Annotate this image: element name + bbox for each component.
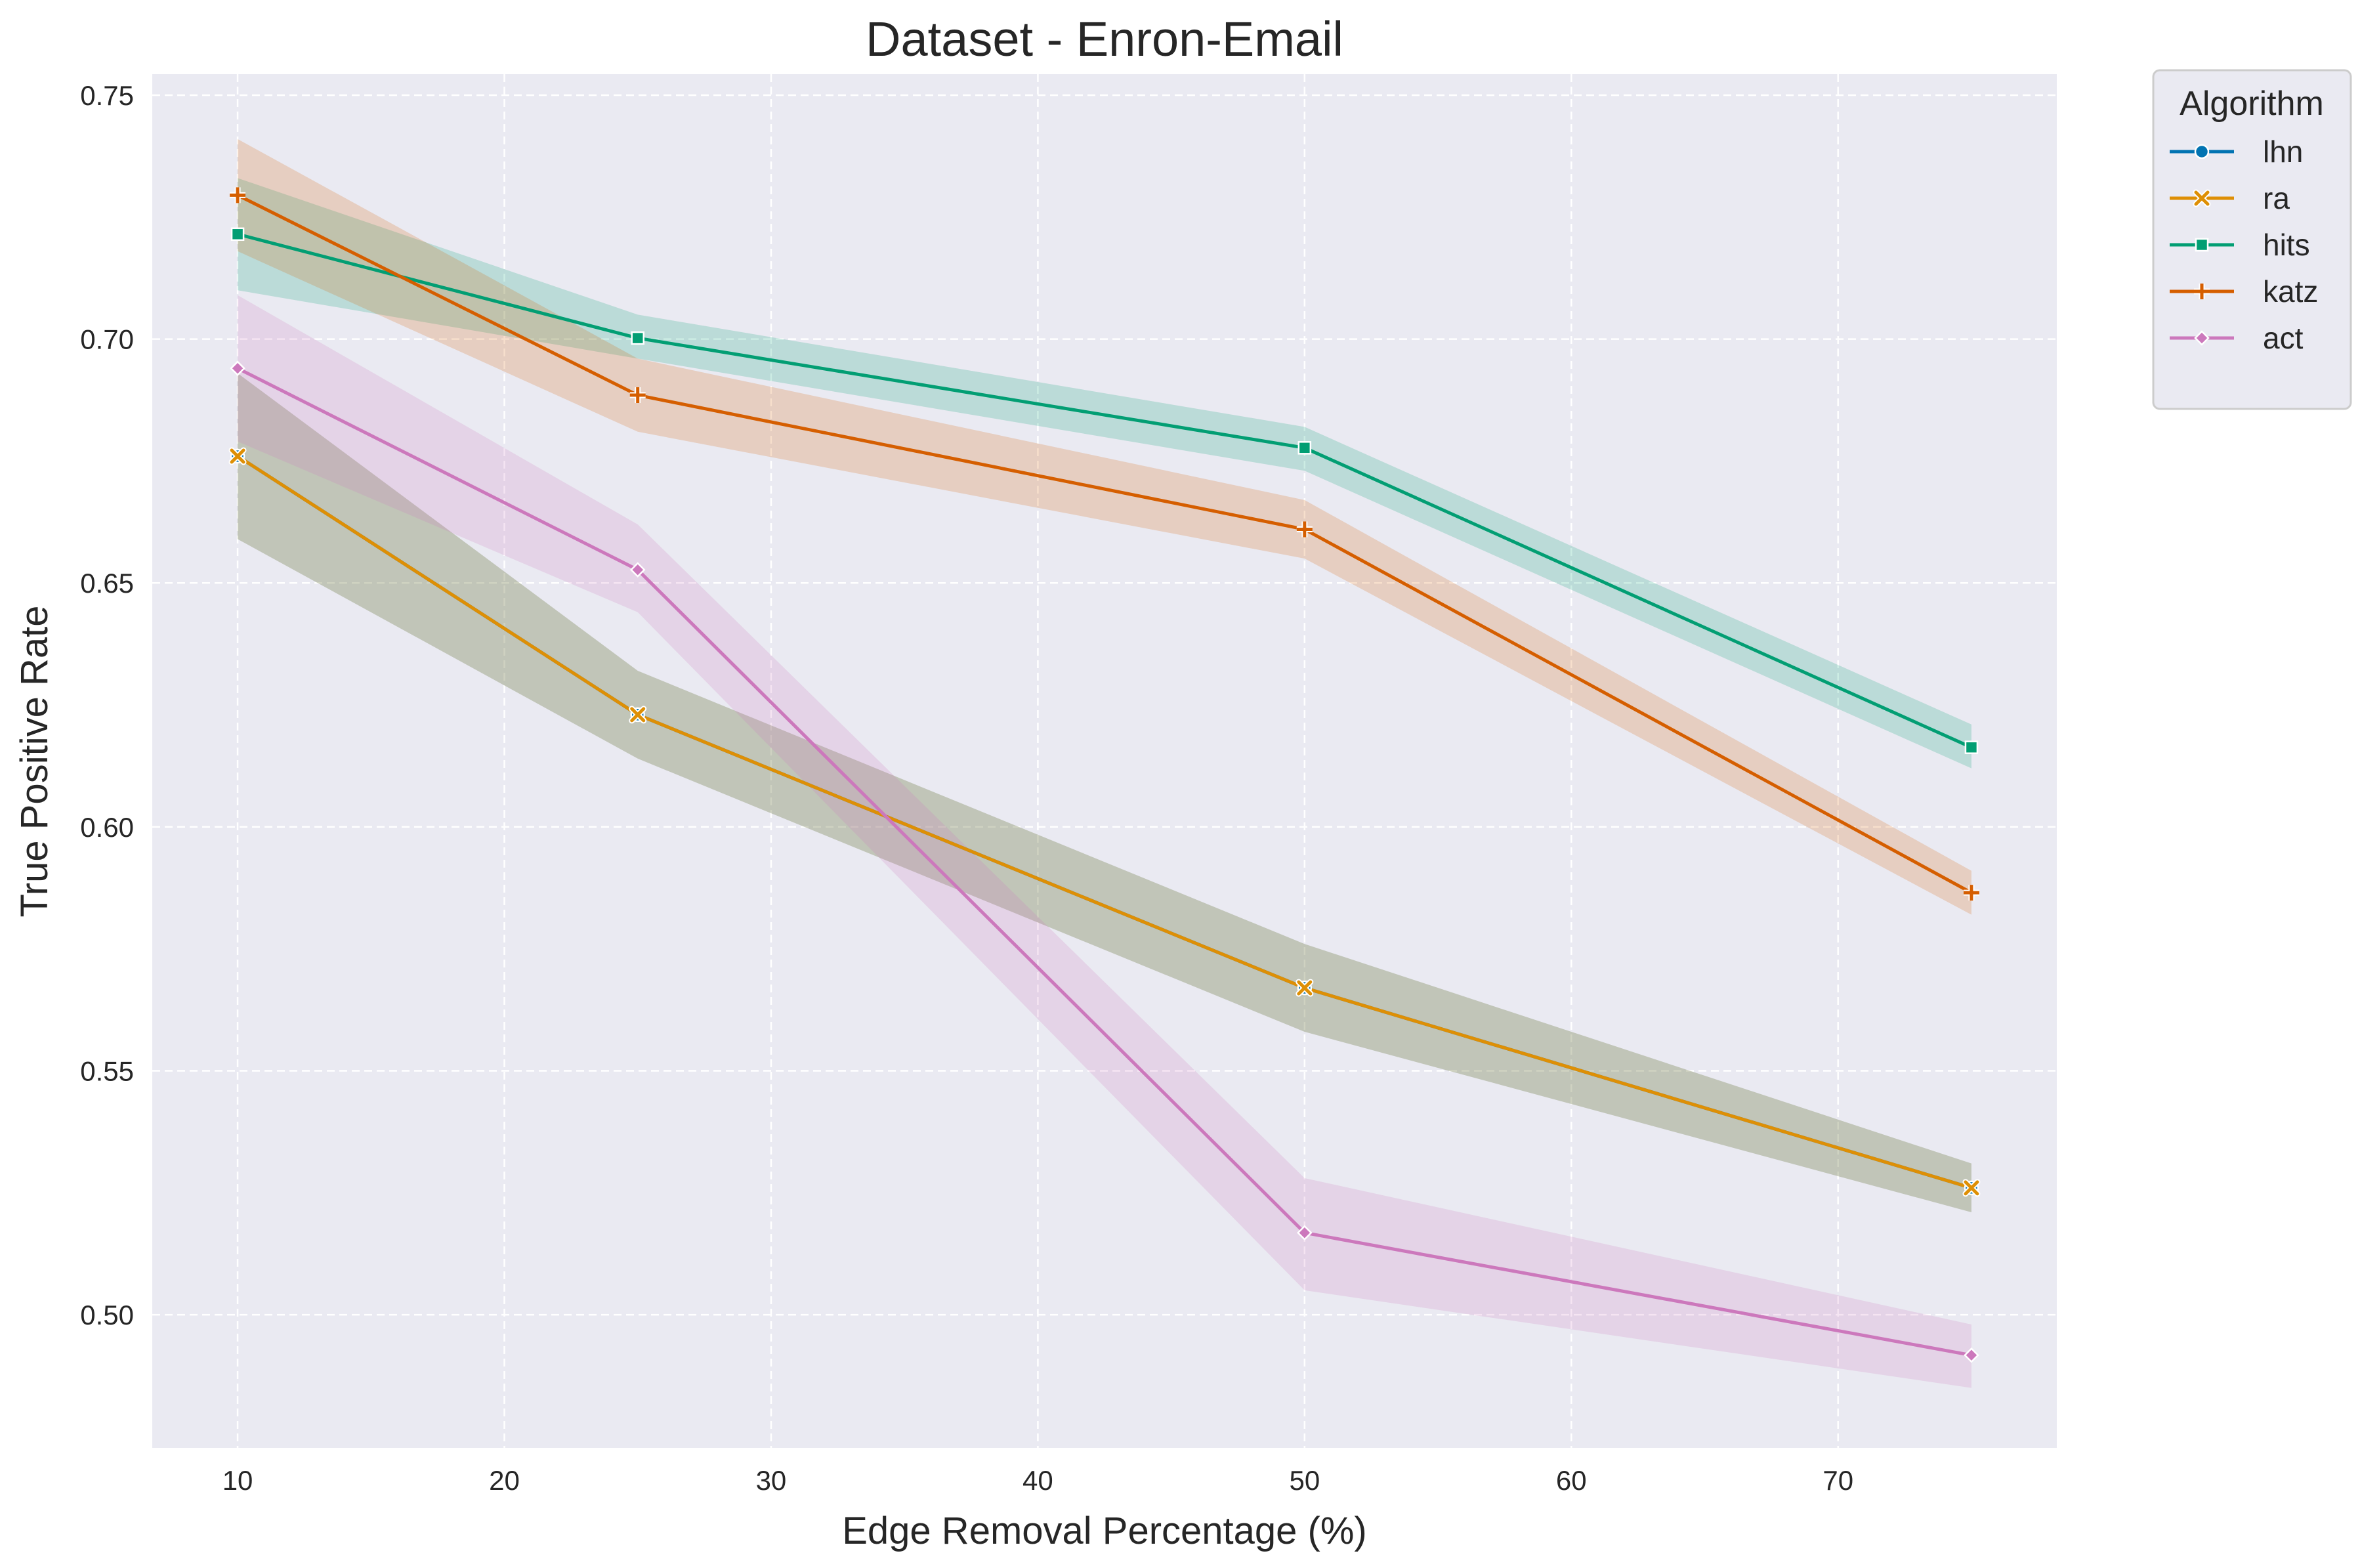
confidence-band-act <box>238 295 1971 1388</box>
legend-label: katz <box>2263 274 2318 308</box>
legend-item-act: act <box>2170 321 2304 355</box>
data-point-act <box>230 360 245 376</box>
legend-item-lhn: lhn <box>2170 135 2303 169</box>
x-tick-label: 60 <box>1556 1465 1587 1496</box>
confidence-band-ra <box>238 373 1971 1213</box>
data-point-hits <box>1297 441 1312 455</box>
legend-marker-katz <box>2194 284 2210 299</box>
legend-label: lhn <box>2263 135 2303 169</box>
grid-lines <box>152 74 2057 1448</box>
legend: Algorithm lhn ra hits katz act <box>2152 69 2352 410</box>
x-tick-label: 10 <box>222 1465 253 1496</box>
y-axis-ticks: 0.50 0.55 0.60 0.65 0.70 0.75 <box>80 80 134 1330</box>
legend-label: act <box>2263 321 2304 355</box>
legend-marker-lhn <box>2194 144 2210 159</box>
series-line-hits <box>237 232 1972 749</box>
x-tick-label: 30 <box>756 1465 787 1496</box>
data-point-ra <box>1296 979 1314 997</box>
series-line-act <box>236 366 1972 1357</box>
legend-item-ra: ra <box>2170 181 2290 215</box>
legend-marker-ra <box>2193 189 2211 207</box>
data-point-ra <box>228 447 247 465</box>
legend-items: lhn ra hits katz act <box>2170 135 2318 355</box>
x-tick-label: 70 <box>1823 1465 1853 1496</box>
data-point-katz <box>230 187 246 203</box>
legend-marker-hits <box>2195 238 2209 252</box>
legend-item-katz: katz <box>2170 274 2318 308</box>
data-point-hits <box>1964 740 1979 754</box>
data-point-katz <box>1963 885 1979 901</box>
legend-title: Algorithm <box>2180 85 2324 123</box>
y-axis-label: True Positive Rate <box>13 606 56 918</box>
x-tick-label: 50 <box>1289 1465 1320 1496</box>
data-point-katz <box>629 387 646 404</box>
y-tick-label: 0.50 <box>80 1300 134 1330</box>
chart-title: Dataset - Enron-Email <box>866 12 1343 66</box>
series-markers <box>228 187 1981 1363</box>
data-point-hits <box>631 331 644 345</box>
data-point-act <box>629 562 646 578</box>
legend-item-hits: hits <box>2170 228 2310 262</box>
y-tick-label: 0.70 <box>80 324 134 355</box>
plot-background <box>152 74 2057 1448</box>
y-tick-label: 0.65 <box>80 568 134 599</box>
x-axis-label: Edge Removal Percentage (%) <box>842 1510 1367 1552</box>
series-line-katz <box>236 194 1973 895</box>
x-axis-ticks: 10 20 30 40 50 60 70 <box>222 1465 1853 1496</box>
data-point-hits <box>230 227 245 242</box>
x-tick-label: 40 <box>1022 1465 1053 1496</box>
y-tick-label: 0.60 <box>80 812 134 843</box>
series-lines <box>236 194 1973 1357</box>
confidence-band-hits <box>238 178 1971 769</box>
data-point-ra <box>1962 1179 1981 1197</box>
legend-label: hits <box>2263 228 2310 262</box>
data-point-katz <box>1296 521 1313 538</box>
legend-marker-act <box>2194 330 2210 346</box>
x-tick-label: 20 <box>489 1465 520 1496</box>
data-point-act <box>1297 1225 1313 1240</box>
legend-label: ra <box>2263 181 2290 215</box>
confidence-bands <box>238 138 1971 1388</box>
data-point-act <box>1964 1347 1979 1363</box>
y-tick-label: 0.55 <box>80 1055 134 1086</box>
confidence-band-lhn <box>238 373 1971 1213</box>
series-line-ra <box>236 454 1972 1190</box>
data-point-ra <box>629 706 647 724</box>
y-tick-label: 0.75 <box>80 80 134 111</box>
